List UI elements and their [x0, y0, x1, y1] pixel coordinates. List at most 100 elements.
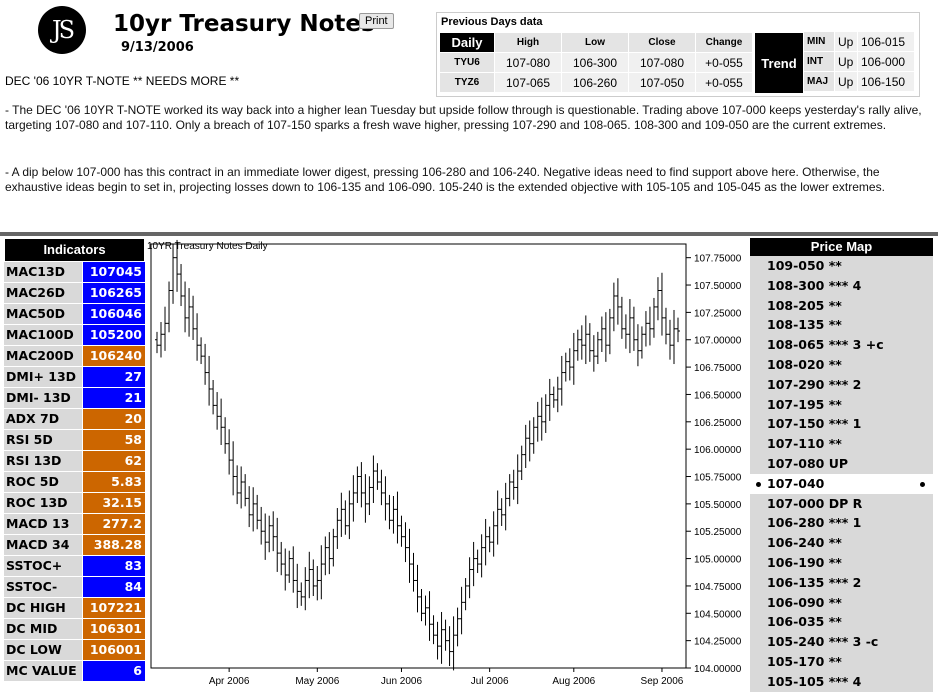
x-tick-label: May 2006: [295, 676, 339, 687]
trend-value: 106-000: [857, 51, 915, 72]
indicator-value: 106301: [83, 619, 145, 639]
plot-area: [150, 243, 687, 669]
y-tick-label: 105.75000: [694, 473, 742, 484]
x-tick-label: Apr 2006: [209, 676, 250, 687]
price-level: 107-290 *** 2: [750, 374, 933, 395]
print-button[interactable]: Print: [359, 13, 394, 29]
indicator-value: 107221: [83, 598, 145, 618]
trend-direction: Up: [834, 31, 858, 52]
indicator-value: 106240: [83, 346, 145, 366]
indicator-row: DC MID 106301: [4, 619, 145, 640]
price-level: 107-150 *** 1: [750, 414, 933, 435]
indicator-name: RSI 13D: [4, 451, 83, 471]
indicator-name: MACD 34: [4, 535, 83, 555]
indicator-name: MAC26D: [4, 283, 83, 303]
price-level: 106-035 **: [750, 612, 933, 633]
indicator-row: RSI 13D 62: [4, 451, 145, 472]
price-level: 107-195 **: [750, 394, 933, 415]
indicator-name: MAC200D: [4, 346, 83, 366]
price-level: 105-240 *** 3 -c: [750, 632, 933, 652]
table-row: INT Up 106-000: [803, 51, 915, 72]
indicator-value: 106046: [83, 304, 145, 324]
change-cell: +0-055: [695, 52, 753, 73]
low-cell: 106-260: [561, 72, 629, 93]
y-tick-label: 105.25000: [694, 527, 742, 538]
indicator-name: RSI 5D: [4, 430, 83, 450]
indicator-value: 27: [83, 367, 145, 387]
y-tick-label: 107.25000: [694, 308, 742, 319]
indicators-title: Indicators: [4, 238, 145, 262]
indicator-name: DMI+ 13D: [4, 367, 83, 387]
trend-table: MIN Up 106-015 INT Up 106-000 MAJ Up 106…: [803, 31, 915, 92]
current-price: 107-040: [750, 473, 933, 494]
price-chart-svg: 10YR Treasury Notes Daily 107.75000 107.50…: [147, 239, 742, 687]
x-tick-label: Sep 2006: [641, 676, 684, 687]
commentary-paragraph-1: - The DEC '06 10YR T-NOTE worked its way…: [5, 103, 922, 132]
price-level: 108-065 *** 3 +c: [750, 335, 933, 355]
indicator-name: MAC13D: [4, 262, 83, 282]
previous-days-table: Daily High Low Close Change TYU6 107-080…: [439, 32, 753, 93]
indicator-value: 83: [83, 556, 145, 576]
indicator-value: 5.83: [83, 472, 145, 492]
indicator-row: MC VALUE 6: [4, 661, 145, 682]
col-high: High: [494, 32, 562, 53]
y-tick-label: 107.00000: [694, 336, 742, 347]
indicator-row: ROC 5D 5.83: [4, 472, 145, 493]
indicator-name: MC VALUE: [4, 661, 83, 681]
indicator-name: MACD 13: [4, 514, 83, 534]
price-level: 108-300 *** 4: [750, 275, 933, 296]
x-tick-label: Aug 2006: [552, 676, 595, 687]
trend-period: INT: [803, 51, 835, 72]
price-level: 108-020 **: [750, 354, 933, 375]
report-header: JS 10yr Treasury Notes Print 9/13/2006 D…: [0, 0, 938, 232]
indicator-value: 6: [83, 661, 145, 681]
indicator-name: DC MID: [4, 619, 83, 639]
indicator-row: SSTOC- 84: [4, 577, 145, 598]
x-tick-label: Jun 2006: [381, 676, 423, 687]
indicator-row: DC HIGH 107221: [4, 598, 145, 619]
bullet-icon: [756, 481, 761, 487]
indicator-name: SSTOC-: [4, 577, 83, 597]
indicator-value: 105200: [83, 325, 145, 345]
table-row: MIN Up 106-015: [803, 31, 915, 52]
indicator-name: DMI- 13D: [4, 388, 83, 408]
x-tick-label: Jul 2006: [471, 676, 509, 687]
indicator-value: 58: [83, 430, 145, 450]
indicator-row: MAC100D 105200: [4, 325, 145, 346]
high-cell: 107-080: [494, 52, 562, 73]
indicator-row: MACD 34 388.28: [4, 535, 145, 556]
previous-days-panel: Previous Days data Daily High Low Close …: [436, 12, 920, 97]
y-tick-label: 104.00000: [694, 664, 742, 675]
trend-direction: Up: [834, 71, 858, 92]
page-title: 10yr Treasury Notes: [113, 11, 375, 37]
close-cell: 107-080: [628, 52, 696, 73]
trend-period: MIN: [803, 31, 835, 52]
y-tick-label: 106.25000: [694, 418, 742, 429]
y-tick-label: 106.50000: [694, 390, 742, 401]
indicators-panel: Indicators MAC13D 107045 MAC26D 106265 MAC50…: [4, 238, 145, 689]
chart-title: 10YR Treasury Notes Daily: [147, 241, 268, 252]
bullet-icon: [920, 481, 925, 487]
low-cell: 106-300: [561, 52, 629, 73]
close-cell: 107-050: [628, 72, 696, 93]
price-level: 107-110 **: [750, 434, 933, 454]
indicator-row: MACD 13 277.2: [4, 514, 145, 535]
indicator-row: MAC50D 106046: [4, 304, 145, 325]
price-level: 106-135 *** 2: [750, 572, 933, 593]
indicator-value: 32.15: [83, 493, 145, 513]
y-tick-label: 105.00000: [694, 555, 742, 566]
y-tick-label: 104.25000: [694, 637, 742, 648]
y-tick-label: 104.75000: [694, 582, 742, 593]
price-map-list: 109-050 ** 108-300 *** 4 108-205 ** 108-135…: [750, 256, 933, 692]
change-cell: +0-055: [695, 72, 753, 93]
indicator-value: 62: [83, 451, 145, 471]
price-level: 108-205 **: [750, 295, 933, 316]
price-chart: 10YR Treasury Notes Daily 107.75000 107.50…: [146, 238, 746, 690]
indicators-list: MAC13D 107045 MAC26D 106265 MAC50D 106046 MAC1…: [4, 262, 145, 682]
commentary-paragraph-2: - A dip below 107-000 has this contract …: [5, 165, 885, 194]
indicator-name: DC LOW: [4, 640, 83, 660]
indicator-row: DC LOW 106001: [4, 640, 145, 661]
trend-period: MAJ: [803, 71, 835, 92]
indicator-name: ROC 5D: [4, 472, 83, 492]
indicator-row: SSTOC+ 83: [4, 556, 145, 577]
